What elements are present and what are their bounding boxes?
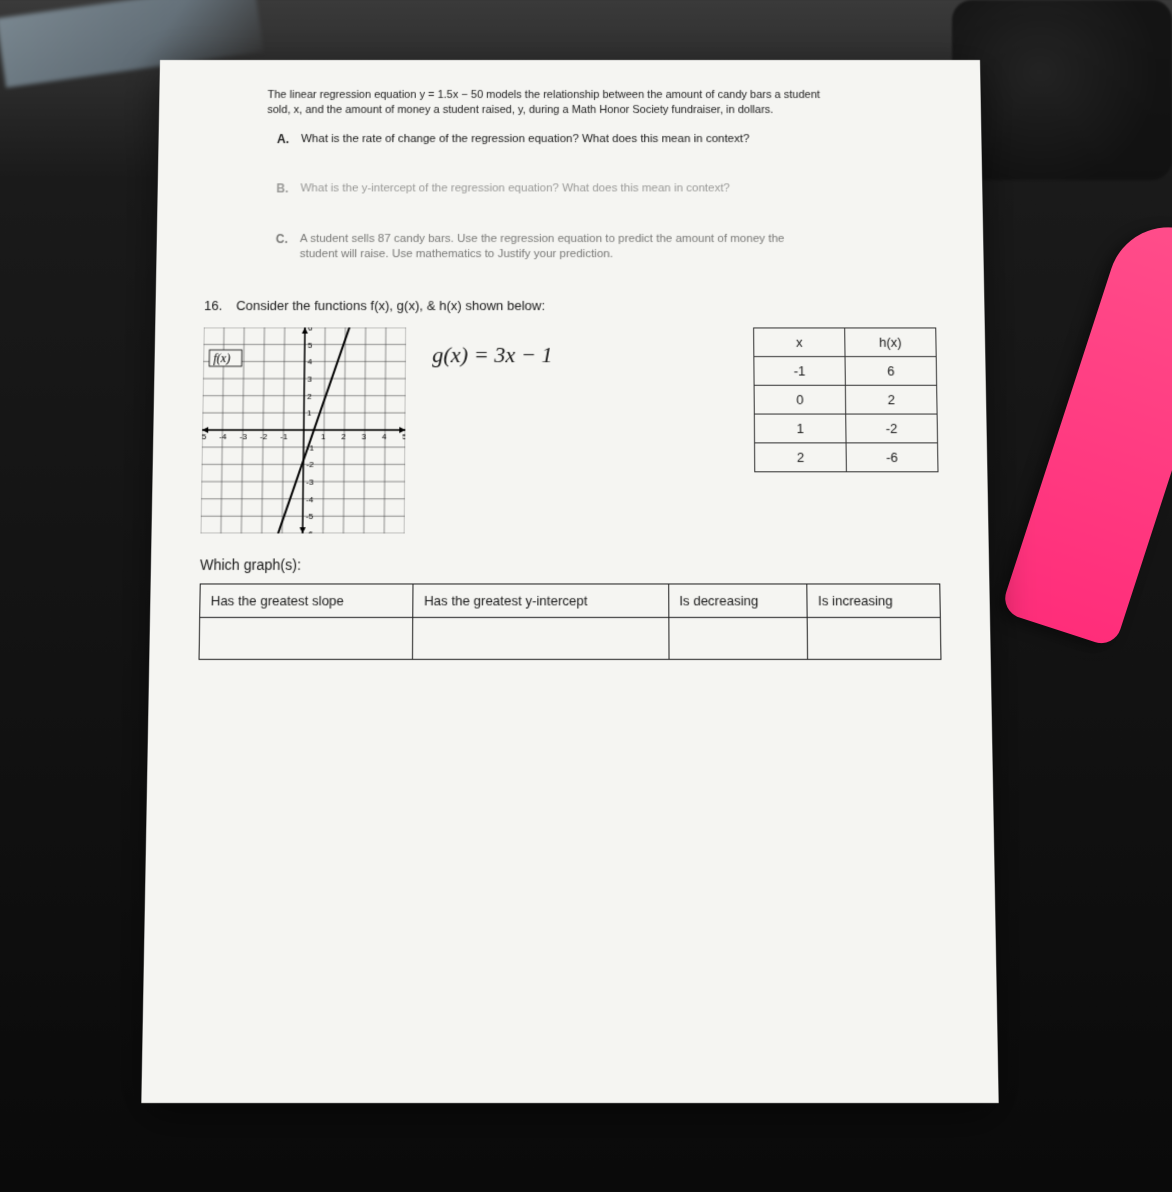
answer-header: Has the greatest slope [200,584,414,617]
table-row: 02 [754,385,937,414]
q16-prompt-text: Consider the functions f(x), g(x), & h(x… [236,298,545,313]
hx-table: x h(x) -16021-22-6 [753,327,938,472]
q16-prompt: 16. Consider the functions f(x), g(x), &… [204,298,936,313]
hx-header-x: x [754,328,845,357]
table-row: Has the greatest slope Has the greatest … [200,584,941,617]
svg-text:5: 5 [402,432,406,441]
svg-text:4: 4 [308,357,313,366]
svg-text:6: 6 [308,327,313,332]
answer-table: Has the greatest slope Has the greatest … [199,583,942,659]
hx-cell: 6 [845,356,937,385]
svg-text:-3: -3 [306,477,314,486]
worksheet-page: The linear regression equation y = 1.5x … [141,60,998,1103]
table-row: x h(x) [754,328,937,357]
svg-text:1: 1 [307,408,312,417]
subquestion-text: A student sells 87 candy bars. Use the r… [300,232,825,263]
answer-cell [669,617,808,659]
svg-text:4: 4 [382,432,387,441]
answer-header: Is increasing [807,584,940,617]
subquestion-text: What is the rate of change of the regres… [301,132,750,148]
table-row: -16 [754,356,937,385]
svg-text:5: 5 [308,340,313,349]
svg-text:-4: -4 [306,494,314,503]
fx-chart: -5-4-3-2-112345-6-5-4-3-2-1123456 f(x) [201,327,407,533]
subquestion-b: B. What is the y-intercept of the regres… [276,182,934,198]
table-row: 2-6 [755,443,938,472]
svg-text:-5: -5 [201,432,207,441]
svg-text:-5: -5 [306,512,314,521]
hx-cell: 0 [754,385,846,414]
subquestion-a: A. What is the rate of change of the reg… [277,132,933,148]
hx-cell: 2 [845,385,937,414]
subquestion-letter: C. [275,232,300,263]
answer-cell [413,617,669,659]
answer-cell [807,617,940,659]
svg-text:1: 1 [321,432,326,441]
hx-cell: 2 [755,443,847,472]
table-row [199,617,941,659]
question-16: 16. Consider the functions f(x), g(x), &… [199,298,942,660]
q16-content-row: -5-4-3-2-112345-6-5-4-3-2-1123456 f(x) g… [201,327,940,533]
svg-text:-2: -2 [306,460,314,469]
desk-clutter-right [952,0,1172,180]
hx-cell: -1 [754,356,846,385]
svg-text:-3: -3 [240,432,248,441]
pink-pen [1000,212,1172,649]
answer-header: Is decreasing [668,584,807,617]
table-row: 1-2 [754,414,937,443]
fx-chart-svg: -5-4-3-2-112345-6-5-4-3-2-1123456 f(x) [201,327,407,533]
svg-text:-6: -6 [306,529,314,533]
hx-header-hx: h(x) [845,328,937,357]
svg-text:-4: -4 [219,432,227,441]
svg-text:2: 2 [307,391,312,400]
fx-label-text: f(x) [213,351,230,365]
problem-intro: The linear regression equation y = 1.5x … [267,88,828,118]
which-graphs-label: Which graph(s): [200,556,940,573]
subquestion-letter: A. [277,132,301,148]
answer-header: Has the greatest y-intercept [413,584,668,617]
svg-text:-1: -1 [280,432,288,441]
answer-cell [199,617,413,659]
hx-cell: -2 [846,414,938,443]
subquestion-letter: B. [276,182,300,198]
gx-equation: g(x) = 3x − 1 [432,341,552,368]
svg-text:3: 3 [362,432,367,441]
q16-number: 16. [204,298,233,313]
svg-text:3: 3 [307,374,312,383]
subquestion-text: What is the y-intercept of the regressio… [300,182,730,198]
hx-cell: -6 [846,443,938,472]
svg-text:2: 2 [341,432,346,441]
hx-cell: 1 [754,414,846,443]
svg-text:-2: -2 [260,432,268,441]
subquestion-c: C. A student sells 87 candy bars. Use th… [275,232,935,263]
